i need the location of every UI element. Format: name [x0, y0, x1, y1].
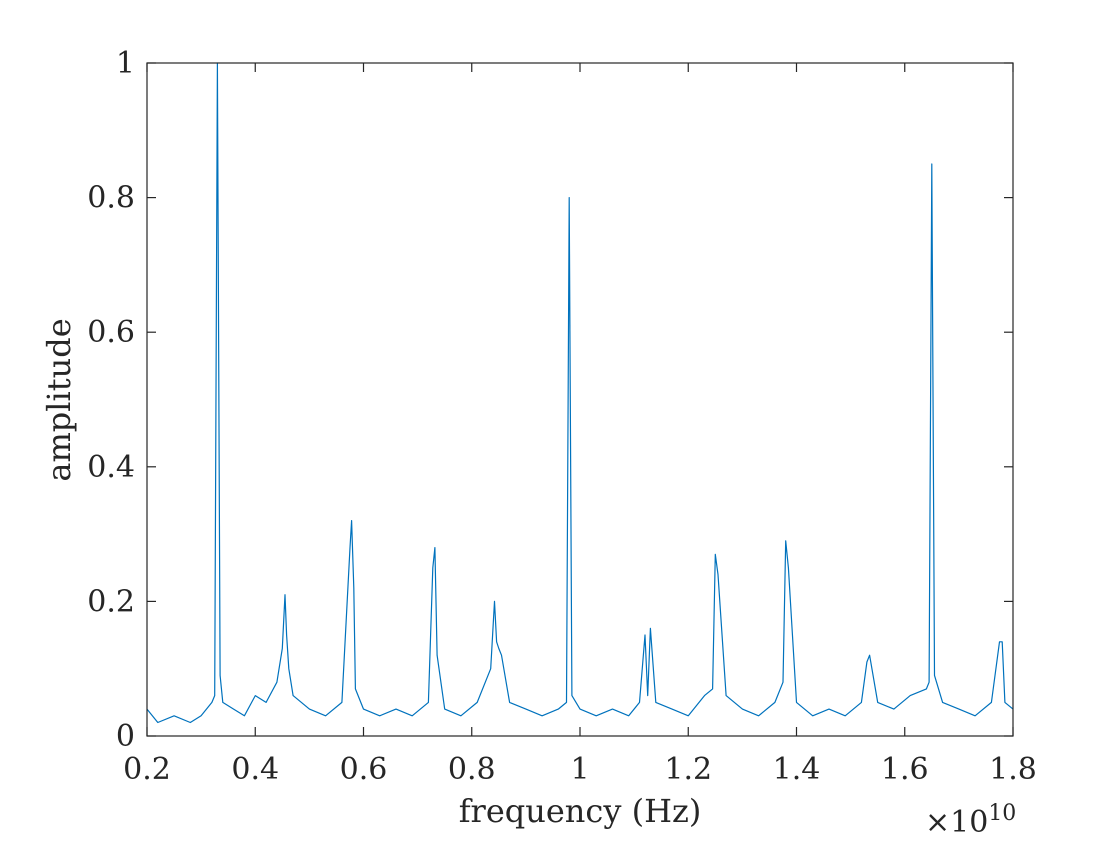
x-tick-label: 0.2: [123, 752, 171, 787]
data-layer: [146, 62, 1014, 724]
x-exponent-base: ×10: [925, 805, 988, 840]
plot-area: [147, 63, 1013, 736]
spectrum-series-line: [146, 62, 1014, 724]
x-tick-label: 1.4: [773, 752, 821, 787]
y-tick-label: 0: [116, 719, 135, 754]
plot-frame: [146, 62, 1014, 737]
y-tick-label: 0.6: [87, 315, 135, 350]
ticks-layer: 0.2 0.4 0.6 0.8 1 1.2 1.4 1.6 1.800.20.40.60.81: [87, 46, 1037, 787]
x-tick-label: 1.8: [989, 752, 1037, 787]
x-exponent-power: 10: [988, 801, 1016, 826]
y-axis-label: amplitude: [40, 318, 78, 481]
x-tick-label: 1.6: [881, 752, 929, 787]
x-exponent-label: ×1010: [925, 801, 1016, 840]
x-tick-label: 1: [570, 752, 589, 787]
y-tick-label: 0.4: [87, 450, 135, 485]
x-tick-label: 0.4: [231, 752, 279, 787]
x-tick-label: 0.8: [448, 752, 496, 787]
x-tick-label: 1.2: [664, 752, 712, 787]
x-axis-label: frequency (Hz): [459, 792, 702, 830]
y-tick-label: 1: [116, 46, 135, 81]
y-tick-label: 0.8: [87, 181, 135, 216]
y-tick-label: 0.2: [87, 584, 135, 619]
x-tick-label: 0.6: [340, 752, 388, 787]
